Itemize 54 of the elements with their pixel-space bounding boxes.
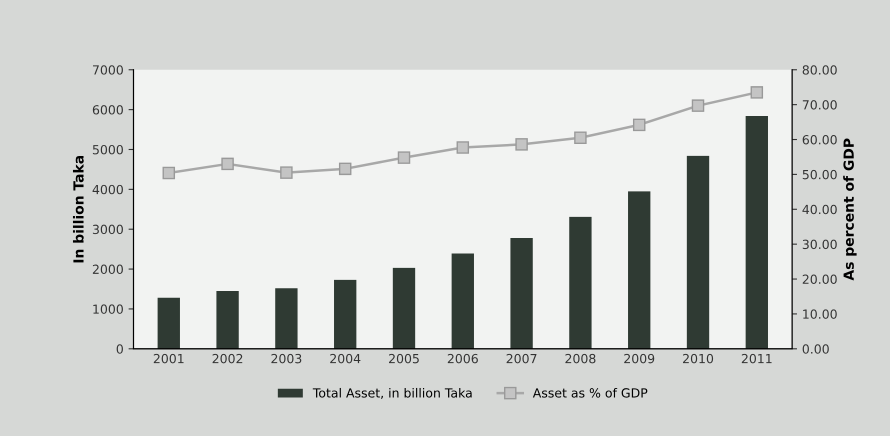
bar — [275, 288, 298, 349]
y-tick-label: 7000 — [92, 65, 123, 75]
y2-axis-title: As percent of GDP — [843, 138, 857, 281]
y2-tick-label: 50.00 — [802, 170, 837, 180]
x-tick-label: 2011 — [742, 354, 772, 364]
y2-tick-label: 30.00 — [802, 240, 837, 250]
bar — [392, 268, 416, 349]
y-tick-label: 3000 — [92, 224, 123, 234]
x-tick-label: 2010 — [683, 354, 714, 364]
x-tick-label: 2002 — [212, 354, 242, 364]
y-tick-label: 1000 — [93, 304, 123, 314]
bar — [510, 238, 533, 349]
y2-tick-label: 0.00 — [802, 344, 829, 354]
bar — [158, 298, 180, 349]
point — [750, 86, 764, 99]
y2-tick-label: 40.00 — [802, 204, 837, 214]
point — [280, 166, 293, 179]
point — [162, 166, 176, 180]
bar — [746, 116, 768, 349]
y-axis-title: In billion Taka — [72, 156, 84, 262]
x-tick-label: 2008 — [565, 354, 596, 364]
point — [338, 162, 352, 176]
y2-tick-label: 20.00 — [802, 274, 837, 284]
point — [221, 158, 234, 170]
x-tick-label: 2007 — [506, 354, 536, 364]
y-tick-label: 0 — [116, 344, 123, 354]
point — [574, 132, 587, 144]
point — [398, 151, 410, 164]
y2-tick-label: 10.00 — [803, 309, 837, 319]
legend-label: Asset as % of GDP — [532, 388, 648, 398]
x-tick-label: 2001 — [154, 354, 184, 364]
bar — [216, 291, 239, 349]
point — [692, 99, 704, 112]
legend-label: Total Asset, in billion Taka — [312, 388, 472, 399]
y2-tick-label: 70.00 — [802, 100, 837, 110]
x-tick-label: 2006 — [448, 354, 478, 364]
bar — [686, 156, 710, 349]
y2-tick-label: 60.00 — [802, 134, 837, 144]
point — [632, 118, 646, 132]
bar — [334, 280, 356, 349]
y-tick-label: 4000 — [92, 184, 123, 194]
bar — [452, 254, 474, 349]
point — [456, 141, 470, 154]
x-tick-label: 2004 — [330, 354, 360, 364]
y2-tick-label: 80.00 — [802, 65, 837, 75]
point — [515, 138, 528, 151]
x-tick-label: 2005 — [389, 354, 419, 364]
x-tick-label: 2003 — [271, 354, 302, 364]
x-tick-label: 2009 — [624, 354, 654, 364]
y-tick-label: 2000 — [92, 264, 123, 274]
bar — [569, 216, 592, 349]
y-tick-label: 6000 — [92, 105, 123, 115]
y-tick-label: 5000 — [92, 144, 123, 154]
bar — [628, 191, 650, 349]
